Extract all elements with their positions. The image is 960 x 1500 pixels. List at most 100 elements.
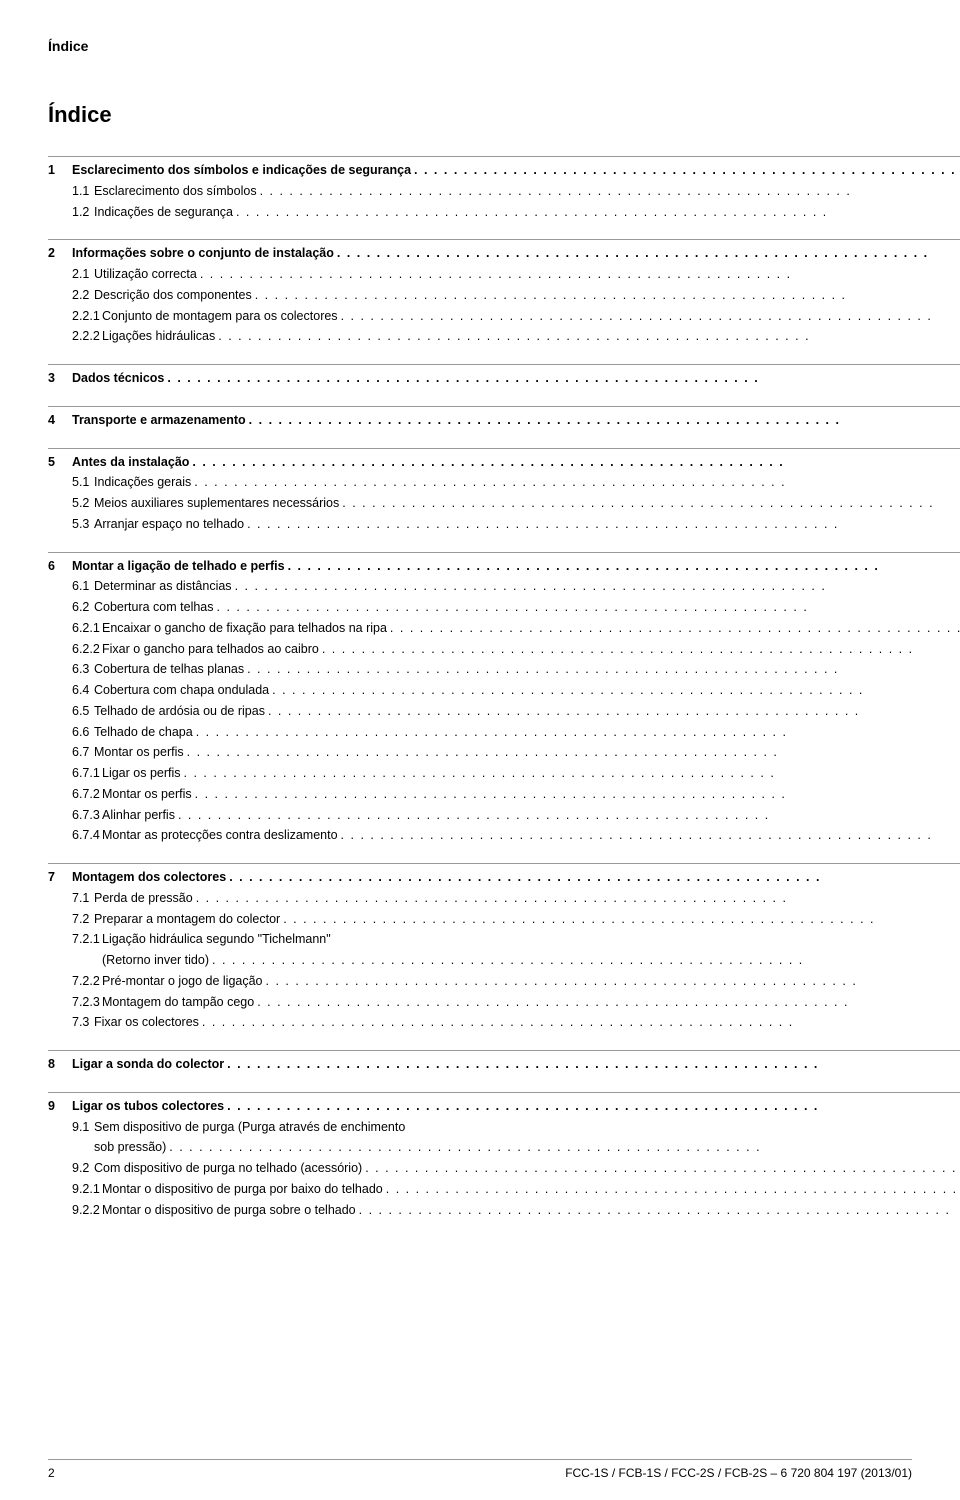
toc-dots: . . . . . . . . . . . . . . . . . . . . … — [334, 244, 960, 263]
toc-text: Ligar os tubos colectores — [72, 1097, 224, 1116]
toc-text: Alinhar perfis — [102, 806, 175, 825]
toc-subnumber: 7.2.3 — [48, 993, 102, 1012]
toc-sub-line: 7.2.3Montagem do tampão cego . . . . . .… — [48, 993, 960, 1012]
toc-dots: . . . . . . . . . . . . . . . . . . . . … — [181, 764, 960, 783]
toc-subnumber: 6.5 — [48, 702, 94, 721]
toc-main-line: 9Ligar os tubos colectores . . . . . . .… — [48, 1092, 960, 1116]
toc-sub-line: 2.1Utilização correcta . . . . . . . . .… — [48, 265, 960, 284]
toc-sub-line: 6.2.2Fixar o gancho para telhados ao cai… — [48, 640, 960, 659]
page-footer: 2 FCC-1S / FCB-1S / FCC-2S / FCB-2S – 6 … — [48, 1459, 912, 1480]
toc-dots: . . . . . . . . . . . . . . . . . . . . … — [411, 161, 960, 180]
toc-dots: . . . . . . . . . . . . . . . . . . . . … — [199, 1013, 960, 1032]
toc-dots: . . . . . . . . . . . . . . . . . . . . … — [338, 826, 960, 845]
toc-main-line: 3Dados técnicos . . . . . . . . . . . . … — [48, 364, 960, 388]
toc-text: Montagem do tampão cego — [102, 993, 254, 1012]
toc-subnumber: 6.2.1 — [48, 619, 102, 638]
toc-subnumber: 9.2.2 — [48, 1201, 102, 1220]
toc-dots: . . . . . . . . . . . . . . . . . . . . … — [175, 806, 960, 825]
toc-text: Ligações hidráulicas — [102, 327, 215, 346]
toc-text: Informações sobre o conjunto de instalaç… — [72, 244, 334, 263]
toc-sub-line: 5.3Arranjar espaço no telhado . . . . . … — [48, 515, 960, 534]
toc-text: Fixar o gancho para telhados ao caibro — [102, 640, 319, 659]
toc-text: Cobertura de telhas planas — [94, 660, 244, 679]
toc-text: Transporte e armazenamento — [72, 411, 246, 430]
toc-number: 7 — [48, 868, 72, 887]
toc-sub-line: 6.3Cobertura de telhas planas . . . . . … — [48, 660, 960, 679]
toc-dots: . . . . . . . . . . . . . . . . . . . . … — [244, 660, 960, 679]
toc-dots: . . . . . . . . . . . . . . . . . . . . … — [191, 473, 960, 492]
toc-sub-line: 6.7.3Alinhar perfis . . . . . . . . . . … — [48, 806, 960, 825]
toc-subnumber: 1.1 — [48, 182, 94, 201]
toc-text: Montar a ligação de telhado e perfis — [72, 557, 285, 576]
toc-subnumber: 9.1 — [48, 1118, 94, 1137]
toc-text: Ligar a sonda do colector — [72, 1055, 224, 1074]
toc-text: Sem dispositivo de purga (Purga através … — [94, 1118, 405, 1137]
toc-dots: . . . . . . . . . . . . . . . . . . . . … — [244, 515, 960, 534]
toc-sub-line: 6.2.1Encaixar o gancho de fixação para t… — [48, 619, 960, 638]
toc-subnumber: 7.2.1 — [48, 930, 102, 949]
toc-text: Fixar os colectores — [94, 1013, 199, 1032]
toc-sub-line: 9.1Sem dispositivo de purga (Purga atrav… — [48, 1118, 960, 1137]
toc-section: 3Dados técnicos . . . . . . . . . . . . … — [48, 364, 960, 388]
toc-subnumber: 2.2.2 — [48, 327, 102, 346]
toc-subnumber: 9.2.1 — [48, 1180, 102, 1199]
toc-dots: . . . . . . . . . . . . . . . . . . . . … — [197, 265, 960, 284]
toc-section: 1Esclarecimento dos símbolos e indicaçõe… — [48, 156, 960, 221]
toc-text: Ligação hidráulica segundo "Tichelmann" — [102, 930, 331, 949]
toc-sub-line: 1.1Esclarecimento dos símbolos . . . . .… — [48, 182, 960, 201]
toc-text: Indicações de segurança — [94, 203, 233, 222]
toc-text: Montar o dispositivo de purga sobre o te… — [102, 1201, 356, 1220]
toc-main-line: 8Ligar a sonda do colector . . . . . . .… — [48, 1050, 960, 1074]
toc-dots: . . . . . . . . . . . . . . . . . . . . … — [214, 598, 960, 617]
toc-dots: . . . . . . . . . . . . . . . . . . . . … — [226, 868, 960, 887]
toc-sub-line: 5.2Meios auxiliares suplementares necess… — [48, 494, 960, 513]
toc-sub-line: 7.1Perda de pressão . . . . . . . . . . … — [48, 889, 960, 908]
toc-subnumber: 6.7.1 — [48, 764, 102, 783]
toc-number: 1 — [48, 161, 72, 180]
toc-text: Cobertura com telhas — [94, 598, 214, 617]
toc-dots: . . . . . . . . . . . . . . . . . . . . … — [257, 182, 960, 201]
toc-subnumber: 7.3 — [48, 1013, 94, 1032]
toc-subnumber: 7.2 — [48, 910, 94, 929]
toc-subnumber: 2.2.1 — [48, 307, 102, 326]
toc-text: Descrição dos componentes — [94, 286, 252, 305]
toc-text: Arranjar espaço no telhado — [94, 515, 244, 534]
toc-text: Perda de pressão — [94, 889, 193, 908]
toc-section: 9Ligar os tubos colectores . . . . . . .… — [48, 1092, 960, 1220]
toc-dots: . . . . . . . . . . . . . . . . . . . . … — [215, 327, 960, 346]
toc-dots: . . . . . . . . . . . . . . . . . . . . … — [192, 785, 960, 804]
toc-sub-line: 1.2Indicações de segurança . . . . . . .… — [48, 203, 960, 222]
toc-dots: . . . . . . . . . . . . . . . . . . . . … — [362, 1159, 960, 1178]
toc-subnumber: 9.2 — [48, 1159, 94, 1178]
toc-dots: . . . . . . . . . . . . . . . . . . . . … — [339, 494, 960, 513]
toc-subnumber: 6.3 — [48, 660, 94, 679]
toc-subnumber: 2.2 — [48, 286, 94, 305]
document-ref: FCC-1S / FCB-1S / FCC-2S / FCB-2S – 6 72… — [565, 1466, 912, 1480]
toc-sub-line: 6.2Cobertura com telhas . . . . . . . . … — [48, 598, 960, 617]
toc-sub-line: 6.6Telhado de chapa . . . . . . . . . . … — [48, 723, 960, 742]
toc-main-line: 5Antes da instalação . . . . . . . . . .… — [48, 448, 960, 472]
toc-sub-line: 9.2Com dispositivo de purga no telhado (… — [48, 1159, 960, 1178]
toc-subnumber: 6.6 — [48, 723, 94, 742]
toc-sub-line: 6.4Cobertura com chapa ondulada . . . . … — [48, 681, 960, 700]
toc-text: Preparar a montagem do colector — [94, 910, 280, 929]
toc-dots: . . . . . . . . . . . . . . . . . . . . … — [224, 1055, 960, 1074]
toc-sub-line: 6.7.2Montar os perfis . . . . . . . . . … — [48, 785, 960, 804]
toc-text: Esclarecimento dos símbolos e indicações… — [72, 161, 411, 180]
toc-text: Telhado de ardósia ou de ripas — [94, 702, 265, 721]
toc-subnumber: 7.1 — [48, 889, 94, 908]
toc-dots: . . . . . . . . . . . . . . . . . . . . … — [166, 1138, 960, 1157]
toc-dots: . . . . . . . . . . . . . . . . . . . . … — [269, 681, 960, 700]
toc-title: Índice — [48, 102, 912, 128]
toc-columns: 1Esclarecimento dos símbolos e indicaçõe… — [48, 156, 912, 1237]
toc-dots: . . . . . . . . . . . . . . . . . . . . … — [224, 1097, 960, 1116]
toc-number: 4 — [48, 411, 72, 430]
toc-sub-line: 6.5Telhado de ardósia ou de ripas . . . … — [48, 702, 960, 721]
toc-sub-line: 9.2.1Montar o dispositivo de purga por b… — [48, 1180, 960, 1199]
toc-sub-line: 7.3Fixar os colectores . . . . . . . . .… — [48, 1013, 960, 1032]
toc-section: 2Informações sobre o conjunto de instala… — [48, 239, 960, 346]
toc-sub-line: 2.2.2Ligações hidráulicas . . . . . . . … — [48, 327, 960, 346]
toc-text: Dados técnicos — [72, 369, 164, 388]
toc-dots: . . . . . . . . . . . . . . . . . . . . … — [233, 203, 960, 222]
toc-number: 6 — [48, 557, 72, 576]
